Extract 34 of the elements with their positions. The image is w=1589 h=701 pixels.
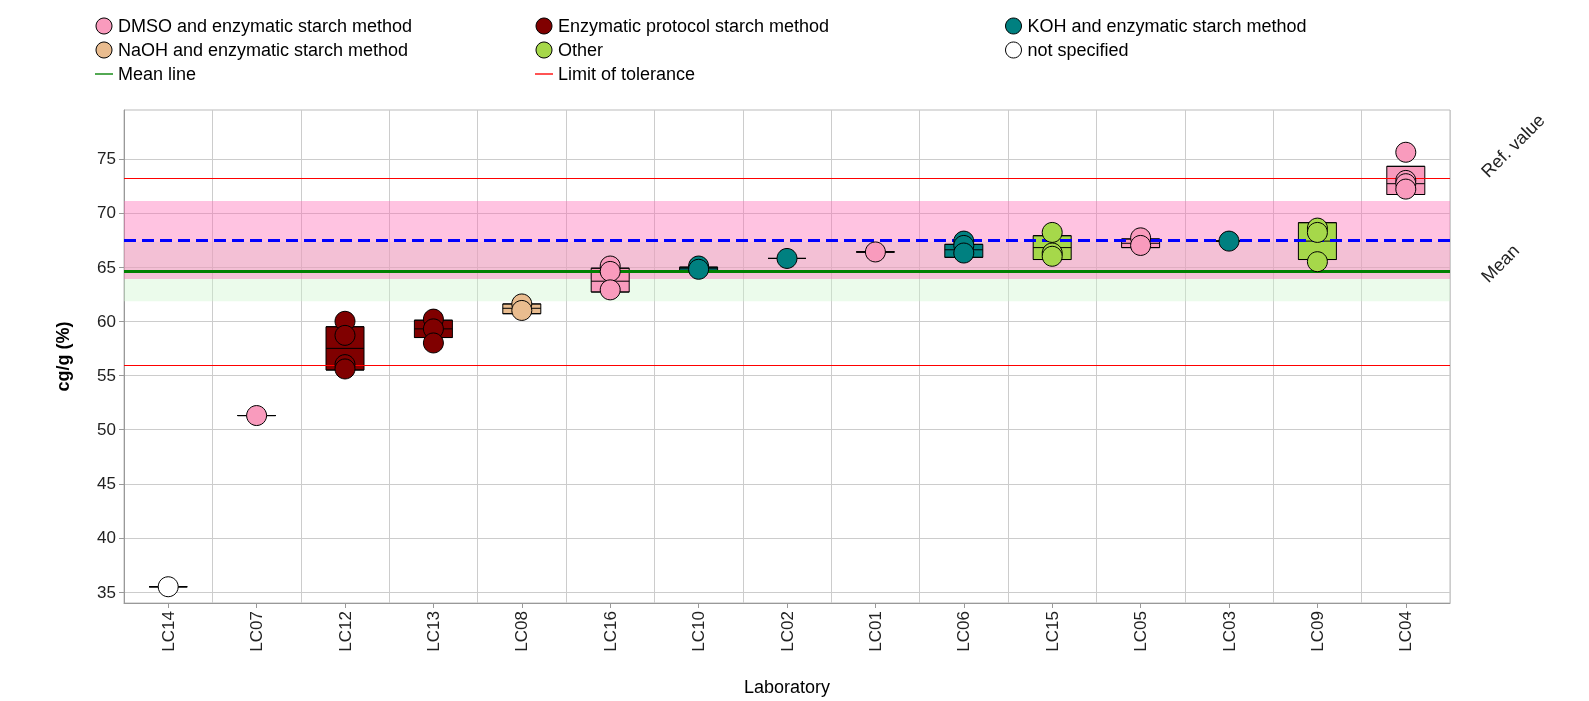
x-tick-label: LC05 (1131, 611, 1151, 652)
y-axis-title: cg/g (%) (53, 321, 73, 392)
x-tick-label: LC02 (777, 611, 797, 652)
x-tick-label: LC06 (954, 611, 974, 652)
x-tick-label: LC01 (865, 611, 885, 652)
x-tick-label: LC14 (158, 611, 178, 652)
y-tick-label: 75 (97, 149, 116, 169)
x-tick-label: LC07 (247, 611, 267, 652)
y-tick-label: 55 (97, 365, 116, 385)
legend-label: Enzymatic protocol starch method (558, 16, 830, 36)
x-tick-label: LC15 (1042, 611, 1062, 652)
legend-label: KOH and enzymatic starch method (1027, 16, 1307, 36)
x-tick-label: LC16 (600, 611, 620, 652)
x-tick-label: LC09 (1307, 611, 1327, 652)
legend-label: Mean line (118, 64, 197, 84)
x-tick-label: LC13 (423, 611, 443, 652)
x-tick-label: LC10 (689, 611, 709, 652)
x-tick-label: LC12 (335, 611, 355, 652)
legend-label: DMSO and enzymatic starch method (118, 16, 413, 36)
legend-label: Limit of tolerance (558, 64, 696, 84)
x-tick-label: LC03 (1219, 611, 1239, 652)
x-tick-label: LC08 (512, 611, 532, 652)
y-tick-label: 70 (97, 203, 116, 223)
y-tick-label: 65 (97, 257, 116, 277)
y-tick-label: 50 (97, 420, 116, 440)
legend-label: NaOH and enzymatic starch method (118, 40, 409, 60)
y-tick-label: 45 (97, 474, 116, 494)
y-tick-label: 35 (97, 582, 116, 602)
x-axis-title: Laboratory (743, 677, 831, 697)
x-tick-label: LC04 (1396, 611, 1416, 652)
y-tick-label: 40 (97, 528, 116, 548)
legend-label: not specified (1027, 40, 1129, 60)
legend-label: Other (558, 40, 604, 60)
y-tick-label: 60 (97, 311, 116, 331)
